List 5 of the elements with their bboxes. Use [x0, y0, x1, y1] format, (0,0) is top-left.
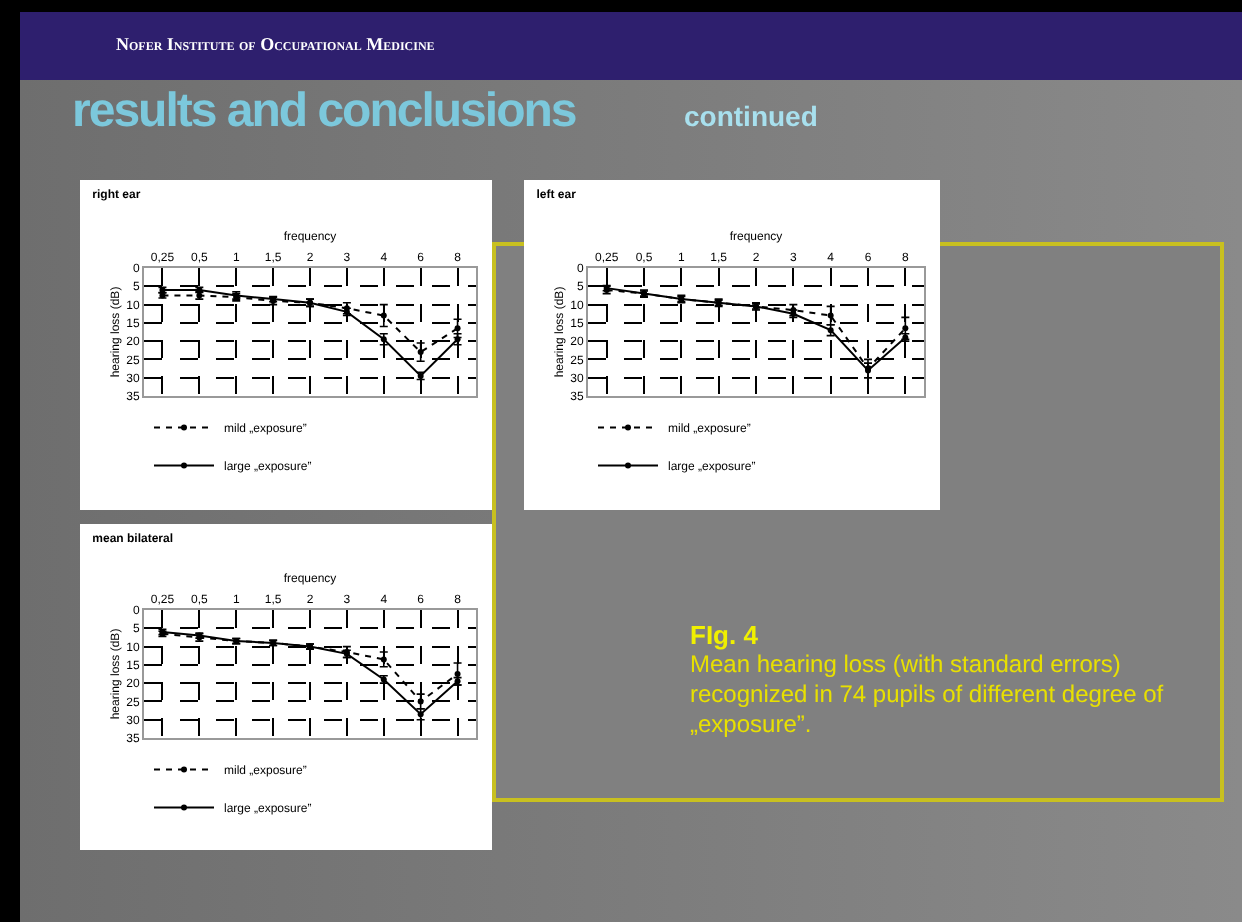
text: Nofer Institute of Occupational Medicine [116, 34, 435, 54]
text: continued [684, 100, 818, 132]
text: Mean hearing loss (with standard errors) recognized in 74 pupils of different degree of „exposure”. [690, 650, 1166, 740]
caption: FIg. 4 [690, 620, 758, 650]
text: results and conclusions [72, 84, 576, 140]
